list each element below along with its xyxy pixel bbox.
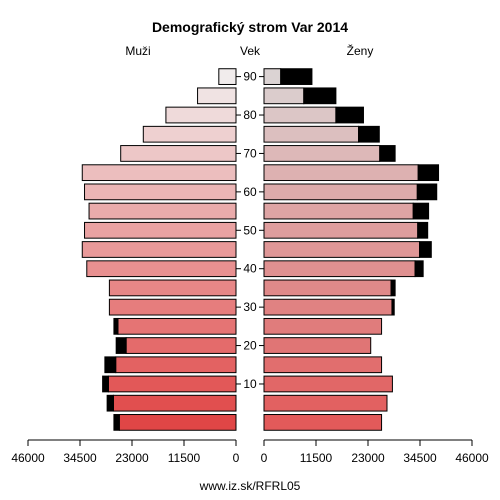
male-bar-30-34 (108, 298, 237, 316)
age-tick-label-60: 60 (243, 185, 257, 199)
female-excess-80-84 (335, 106, 364, 124)
female-bar-45-49 (263, 241, 421, 258)
female-excess-90+ (280, 68, 313, 85)
age-tick-label-70: 70 (243, 146, 257, 160)
male-excess-15-19 (104, 356, 117, 374)
male-bar-90+ (218, 68, 237, 85)
male-bar-55-59 (88, 202, 237, 220)
chart-title: Demografický strom Var 2014 (152, 19, 348, 35)
female-bar-50-54 (263, 221, 419, 239)
female-bar-60-64 (263, 183, 418, 201)
male-bar-15-19 (115, 356, 237, 374)
male-excess-10-14 (102, 375, 109, 393)
female-excess-60-64 (416, 183, 438, 201)
male-bar-75-79 (142, 125, 237, 143)
female-bar-30-34 (263, 298, 393, 316)
male-excess-20-24 (115, 337, 127, 354)
x-tick-label-left-0: 0 (233, 451, 240, 465)
female-excess-75-79 (358, 125, 380, 143)
female-bar-20-24 (263, 337, 372, 354)
female-bar-75-79 (263, 125, 360, 143)
male-bar-50-54 (84, 221, 237, 239)
male-bar-65-69 (81, 164, 237, 182)
male-bar-80-84 (165, 106, 237, 124)
male-excess-25-29 (113, 317, 119, 335)
female-excess-30-34 (391, 298, 395, 316)
x-tick-label-left-46000: 46000 (11, 451, 45, 465)
age-tick-label-20: 20 (243, 339, 257, 353)
male-excess-5-9 (106, 394, 114, 412)
female-bar-15-19 (263, 356, 383, 374)
male-bar-20-24 (125, 337, 237, 354)
male-excess-0-4 (113, 414, 120, 431)
female-label: Ženy (347, 43, 374, 58)
male-bar-70-74 (120, 145, 237, 162)
male-bar-60-64 (84, 183, 237, 201)
age-tick-label-80: 80 (243, 108, 257, 122)
age-tick-label-40: 40 (243, 262, 257, 276)
female-excess-70-74 (379, 145, 396, 162)
age-tick-label-50: 50 (243, 223, 257, 237)
male-bar-35-39 (108, 279, 237, 297)
female-bar-85-89 (263, 87, 305, 105)
female-excess-45-49 (419, 241, 432, 258)
female-excess-40-44 (414, 260, 424, 278)
x-tick-label-right-46000: 46000 (455, 451, 489, 465)
male-bar-40-44 (86, 260, 237, 278)
male-bar-45-49 (81, 241, 237, 258)
male-label: Muži (125, 44, 150, 58)
x-tick-label-left-23000: 23000 (115, 451, 149, 465)
age-label: Vek (240, 44, 261, 58)
female-bar-80-84 (263, 106, 337, 124)
x-tick-label-right-11500: 11500 (300, 451, 333, 465)
male-bar-0-4 (118, 414, 237, 431)
female-bar-65-69 (263, 164, 419, 182)
female-bar-25-29 (263, 317, 383, 335)
female-bar-0-4 (263, 414, 383, 431)
male-bar-25-29 (117, 317, 237, 335)
male-bar-85-89 (197, 87, 237, 105)
axes-layer: 10 20 30 40 50 60 70 80 90 46000 34500 23000 11500 0 0… (11, 70, 489, 465)
x-tick-label-right-34500: 34500 (403, 451, 437, 465)
female-excess-50-54 (417, 221, 429, 239)
female-bar-90+ (263, 68, 282, 85)
female-bar-70-74 (263, 145, 381, 162)
x-tick-label-right-0: 0 (261, 451, 268, 465)
x-tick-label-left-34500: 34500 (63, 451, 97, 465)
age-tick-label-10: 10 (243, 377, 257, 391)
female-excess-35-39 (390, 279, 396, 297)
x-tick-label-right-23000: 23000 (351, 451, 385, 465)
bars-layer (81, 68, 440, 431)
age-tick-label-90: 90 (243, 70, 257, 84)
female-bar-40-44 (263, 260, 416, 278)
male-bar-5-9 (112, 394, 237, 412)
female-excess-55-59 (412, 202, 430, 220)
female-excess-65-69 (417, 164, 440, 182)
age-tick-label-30: 30 (243, 300, 257, 314)
footer-url: www.iz.sk/RFRL05 (199, 479, 301, 493)
female-bar-55-59 (263, 202, 414, 220)
female-excess-85-89 (303, 87, 337, 105)
female-bar-5-9 (263, 394, 388, 412)
female-bar-35-39 (263, 279, 392, 297)
female-bar-10-14 (263, 375, 393, 393)
male-bar-10-14 (107, 375, 237, 393)
x-tick-label-left-11500: 11500 (168, 451, 201, 465)
